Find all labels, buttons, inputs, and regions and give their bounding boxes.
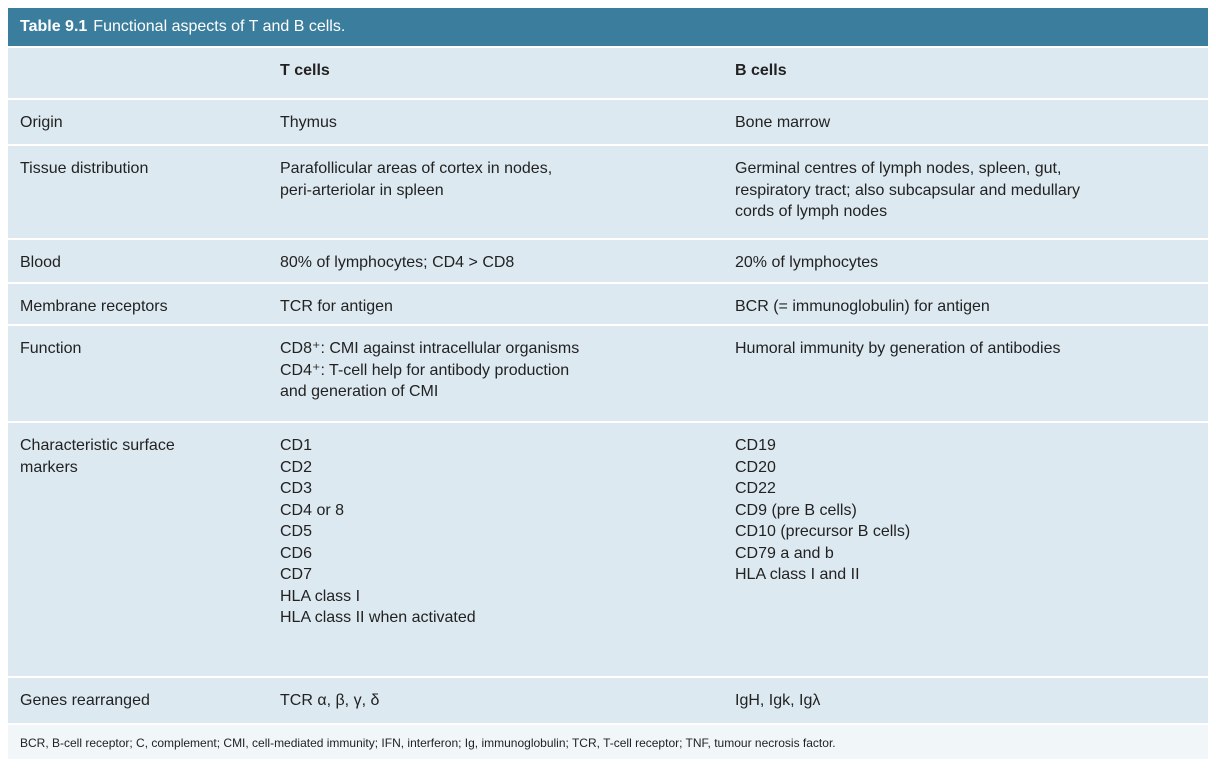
cell-text: CD7 xyxy=(280,566,313,583)
table-cell: Germinal centres of lymph nodes, spleen,… xyxy=(723,146,1208,238)
cell-text: CD19 xyxy=(735,437,776,454)
table-row: Origin Thymus Bone marrow xyxy=(8,98,1208,144)
table-row: Blood 80% of lymphocytes; CD4 > CD8 20% of… xyxy=(8,238,1208,282)
table-row: Tissue distribution Parafollicular areas … xyxy=(8,144,1208,238)
cell-text: Characteristic surface xyxy=(20,437,175,454)
table-cell: BCR (= immunoglobulin) for antigen xyxy=(723,284,1208,324)
table-cell: TCR α, β, γ, δ xyxy=(268,678,723,723)
cell-text: HLA class I and II xyxy=(735,566,860,583)
header-row: T cells B cells xyxy=(8,46,1208,98)
table-body: T cells B cells Origin Thymus Bone marrow Tis… xyxy=(8,46,1208,723)
table-row: Characteristic surface markers CD1 CD2 CD3 CD… xyxy=(8,421,1208,676)
cell-text: Bone marrow xyxy=(735,114,831,131)
cell-text: CD10 (precursor B cells) xyxy=(735,523,911,540)
cell-text: respiratory tract; also subcapsular and … xyxy=(735,181,1081,199)
cell-text: and generation of CMI xyxy=(280,383,439,400)
table-cell: Bone marrow xyxy=(723,100,1208,144)
cell-text: CD9 (pre B cells) xyxy=(735,501,857,519)
table-cell: CD1 CD2 CD3 CD4 or 8 CD5 CD6 CD7 HLA class I HLA… xyxy=(268,423,723,676)
cell-text: CD6 xyxy=(280,544,313,562)
table-row: Membrane receptors TCR for antigen BCR (= … xyxy=(8,282,1208,324)
table-cell: Function xyxy=(8,326,268,421)
header-text: B cells xyxy=(735,62,787,79)
table-row: Genes rearranged TCR α, β, γ, δ IgH, Igk, … xyxy=(8,676,1208,723)
header-cell: B cells xyxy=(723,48,1208,98)
cell-text: Thymus xyxy=(280,114,337,131)
caption: Table 9.1 Functional aspects of T and B c… xyxy=(8,8,1208,46)
table-cell: Parafollicular areas of cortex in nodes,… xyxy=(268,146,723,238)
table-cell: Tissue distribution xyxy=(8,146,268,238)
table-cell: IgH, Igk, Igλ xyxy=(723,678,1208,723)
header-cell xyxy=(8,48,268,98)
table-cell: Genes rearranged xyxy=(8,678,268,723)
table-row: Function CD8⁺: CMI against intracellular … xyxy=(8,324,1208,421)
cell-text: CD8⁺: CMI against intracellular organism… xyxy=(280,340,580,357)
cell-text: Blood xyxy=(20,254,61,271)
table-cell: 20% of lymphocytes xyxy=(723,240,1208,282)
table-cell: Thymus xyxy=(268,100,723,144)
cell-text: CD4⁺: T-cell help for antibody productio… xyxy=(280,361,570,379)
cell-text: 20% of lymphocytes xyxy=(735,254,879,271)
cell-text: Germinal centres of lymph nodes, spleen,… xyxy=(735,160,1062,177)
table-cell: Humoral immunity by generation of antibo… xyxy=(723,326,1208,421)
cell-text: TCR α, β, γ, δ xyxy=(280,692,380,709)
cell-text: cords of lymph nodes xyxy=(735,203,888,220)
cell-text: CD5 xyxy=(280,523,313,540)
cell-text: Parafollicular areas of cortex in nodes, xyxy=(280,160,553,177)
cell-text: CD22 xyxy=(735,480,776,497)
cell-text: BCR (= immunoglobulin) for antigen xyxy=(735,298,990,315)
caption-text: Functional aspects of T and B cells. xyxy=(93,18,346,35)
cell-text: TCR for antigen xyxy=(280,298,393,315)
cell-text: markers xyxy=(20,458,78,476)
cell-text: HLA class II when activated xyxy=(280,609,476,626)
table-cell: TCR for antigen xyxy=(268,284,723,324)
cell-text: Humoral immunity by generation of antibo… xyxy=(735,340,1061,357)
cell-text: CD2 xyxy=(280,458,313,476)
cell-text: Genes rearranged xyxy=(20,692,150,709)
table-cell: Origin xyxy=(8,100,268,144)
table-cell: Blood xyxy=(8,240,268,282)
table-cell: Membrane receptors xyxy=(8,284,268,324)
table: Table 9.1 Functional aspects of T and B c… xyxy=(8,8,1208,759)
footnote: BCR, B-cell receptor; C, complement; CMI… xyxy=(8,723,1208,759)
header-cell: T cells xyxy=(268,48,723,98)
cell-text: Function xyxy=(20,340,82,357)
cell-text: CD1 xyxy=(280,437,313,454)
cell-text: CD4 or 8 xyxy=(280,501,345,519)
cell-text: Origin xyxy=(20,114,63,131)
cell-text: IgH, Igk, Igλ xyxy=(735,692,821,709)
table-cell: Characteristic surface markers xyxy=(8,423,268,676)
cell-text: 80% of lymphocytes; CD4 > CD8 xyxy=(280,254,515,271)
table-cell: CD8⁺: CMI against intracellular organism… xyxy=(268,326,723,421)
caption-label: Table 9.1 xyxy=(20,18,88,35)
cell-text: CD3 xyxy=(280,480,313,497)
cell-text: Membrane receptors xyxy=(20,298,168,315)
cell-text: Tissue distribution xyxy=(20,160,149,177)
cell-text: HLA class I xyxy=(280,587,361,605)
cell-text: CD20 xyxy=(735,458,776,476)
table-cell: 80% of lymphocytes; CD4 > CD8 xyxy=(268,240,723,282)
table-cell: CD19 CD20 CD22 CD9 (pre B cells) CD10 (precu… xyxy=(723,423,1208,676)
cell-text: peri-arteriolar in spleen xyxy=(280,181,444,199)
header-text: T cells xyxy=(280,62,330,79)
cell-text: CD79 a and b xyxy=(735,544,834,562)
